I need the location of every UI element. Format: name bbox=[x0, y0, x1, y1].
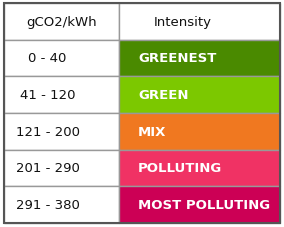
Text: 291 - 380: 291 - 380 bbox=[16, 198, 80, 211]
Text: GREEN: GREEN bbox=[138, 89, 188, 102]
Bar bbox=[4, 77, 118, 114]
Bar bbox=[118, 4, 280, 40]
Text: POLLUTING: POLLUTING bbox=[138, 162, 222, 175]
Bar bbox=[118, 77, 280, 114]
Bar bbox=[118, 150, 280, 187]
Text: 121 - 200: 121 - 200 bbox=[16, 125, 80, 138]
Text: gCO2/kWh: gCO2/kWh bbox=[26, 16, 97, 29]
Bar bbox=[4, 187, 118, 223]
Bar bbox=[4, 40, 118, 77]
Bar bbox=[4, 114, 118, 150]
Text: 201 - 290: 201 - 290 bbox=[16, 162, 80, 175]
Bar bbox=[4, 4, 118, 40]
Bar bbox=[118, 40, 280, 77]
Text: 0 - 40: 0 - 40 bbox=[28, 52, 67, 65]
Text: GREENEST: GREENEST bbox=[138, 52, 216, 65]
Text: MIX: MIX bbox=[138, 125, 166, 138]
Text: MOST POLLUTING: MOST POLLUTING bbox=[138, 198, 270, 211]
Text: Intensity: Intensity bbox=[154, 16, 212, 29]
Bar bbox=[118, 114, 280, 150]
Bar bbox=[4, 150, 118, 187]
Bar bbox=[118, 187, 280, 223]
Text: 41 - 120: 41 - 120 bbox=[20, 89, 75, 102]
